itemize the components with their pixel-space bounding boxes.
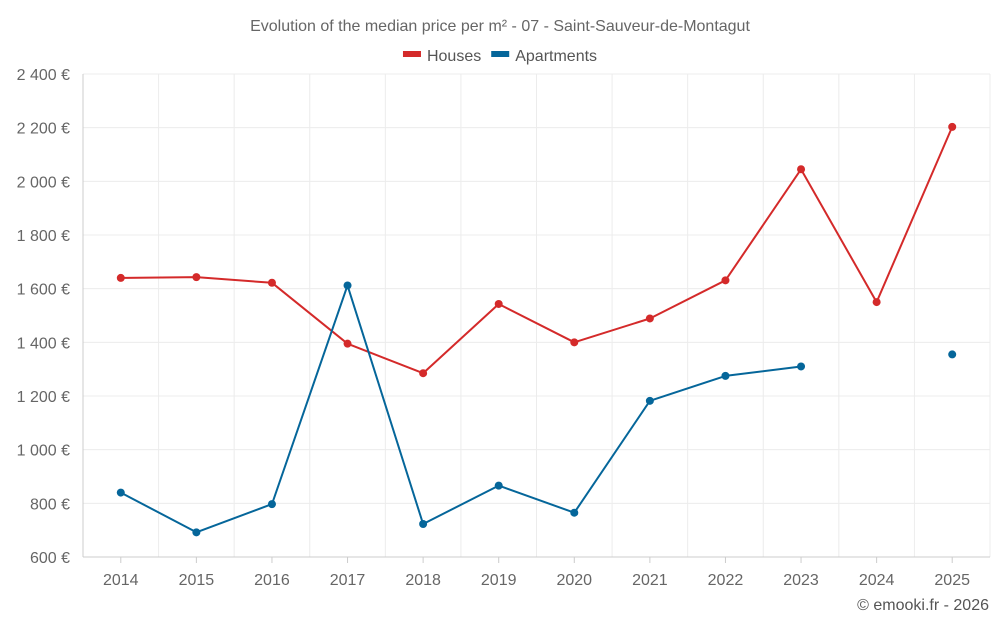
x-tick-label: 2025 xyxy=(934,572,970,589)
apartments-data-point xyxy=(116,488,125,497)
y-tick-label: 2 200 € xyxy=(17,121,70,138)
x-tick-label: 2016 xyxy=(254,572,290,589)
apartments-data-point xyxy=(494,481,503,490)
y-tick-label: 1 600 € xyxy=(17,282,70,299)
legend: Houses Apartments xyxy=(402,48,597,65)
apartments-data-point xyxy=(192,528,201,537)
houses-data-point xyxy=(116,273,125,282)
y-tick-label: 2 400 € xyxy=(17,67,70,84)
y-tick-label: 1 800 € xyxy=(17,228,70,245)
x-tick-label: 2014 xyxy=(103,572,139,589)
x-tick-label: 2024 xyxy=(859,572,895,589)
houses-series-line xyxy=(120,126,954,375)
apartments-legend-label: Apartments xyxy=(515,48,597,65)
houses-data-point xyxy=(494,299,503,308)
apartments-data-point xyxy=(721,371,730,380)
houses-data-point xyxy=(721,276,730,285)
houses-data-point xyxy=(343,339,352,348)
houses-legend-swatch xyxy=(402,51,421,57)
x-tick-label: 2021 xyxy=(632,572,668,589)
houses-data-point xyxy=(645,314,654,323)
apartments-data-point xyxy=(948,350,957,359)
houses-data-point xyxy=(797,165,806,174)
apartments-data-point xyxy=(797,362,806,371)
houses-legend-label: Houses xyxy=(427,48,481,65)
y-tick-label: 1 000 € xyxy=(17,443,70,460)
apartments-data-point xyxy=(570,508,579,517)
y-tick-label: 600 € xyxy=(30,550,70,567)
y-tick-label: 2 000 € xyxy=(17,174,70,191)
x-tick-label: 2020 xyxy=(556,572,592,589)
x-tick-label: 2019 xyxy=(481,572,517,589)
x-tick-label: 2022 xyxy=(708,572,744,589)
axes: 600 € 800 € 1 000 € 1 200 € 1 400 € 1 600 € 1 … xyxy=(17,67,990,589)
houses-data-point xyxy=(267,278,276,287)
y-tick-label: 800 € xyxy=(30,496,70,513)
y-tick-label: 1 200 € xyxy=(17,389,70,406)
houses-data-point xyxy=(872,298,881,307)
x-tick-label: 2015 xyxy=(179,572,215,589)
x-tick-label: 2017 xyxy=(330,572,366,589)
houses-data-point xyxy=(419,369,428,378)
apartments-data-point xyxy=(419,519,428,528)
copyright-credit: © emooki.fr - 2026 xyxy=(857,597,989,614)
houses-data-point xyxy=(570,338,579,347)
x-tick-label: 2023 xyxy=(783,572,819,589)
chart-title: Evolution of the median price per m² - 0… xyxy=(250,18,750,35)
apartments-legend-swatch xyxy=(491,51,510,57)
x-tick-label: 2018 xyxy=(405,572,441,589)
series xyxy=(116,122,957,537)
houses-data-point xyxy=(192,273,201,282)
grid xyxy=(83,73,991,557)
apartments-data-point xyxy=(645,396,654,405)
apartments-data-point xyxy=(343,281,352,290)
y-tick-label: 1 400 € xyxy=(17,335,70,352)
houses-data-point xyxy=(948,122,957,131)
apartments-data-point xyxy=(267,500,276,509)
